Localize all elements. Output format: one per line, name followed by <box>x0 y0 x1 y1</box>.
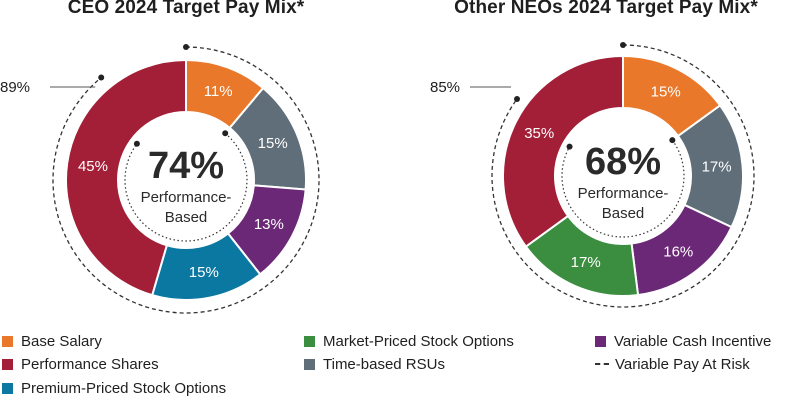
slice-value-label: 13% <box>254 216 284 233</box>
donut-slice <box>65 58 187 297</box>
center-percent: 68% <box>585 141 661 183</box>
legend-swatch <box>2 383 13 394</box>
slice-value-label: 17% <box>702 159 732 176</box>
inner-arc-end-dot <box>566 143 573 150</box>
legend-label: Market-Priced Stock Options <box>323 333 514 350</box>
arc-end-dot <box>98 74 105 81</box>
arc-start-dot <box>620 42 626 48</box>
performance-based-dotted-arc <box>561 139 685 238</box>
inner-arc-start-dot <box>669 137 676 144</box>
legend-swatch <box>304 336 315 347</box>
legend-label: Time-based RSUs <box>323 356 445 373</box>
legend-item-premium-priced-options: Premium-Priced Stock Options <box>2 380 226 397</box>
legend-item-time-based-rsus: Time-based RSUs <box>304 356 445 373</box>
legend-label: Variable Cash Incentive <box>614 333 772 350</box>
legend-swatch <box>2 336 13 347</box>
slice-value-label: 17% <box>571 254 601 271</box>
arc-end-dot <box>514 96 521 103</box>
performance-based-dotted-arc <box>124 132 248 242</box>
center-label-line1: Performance- <box>141 189 232 206</box>
legend-label: Performance Shares <box>21 356 159 373</box>
center-percent: 74% <box>148 145 224 187</box>
legend-swatch <box>595 336 606 347</box>
at-risk-dashed-arc <box>491 44 755 308</box>
at-risk-dashed-arc <box>52 46 320 314</box>
center-label-line1: Performance- <box>578 185 669 202</box>
slice-value-label: 16% <box>663 244 693 261</box>
inner-arc-end-dot <box>133 140 140 147</box>
legend-item-variable-pay-at-risk: Variable Pay At Risk <box>595 356 750 373</box>
slice-value-label: 15% <box>189 264 219 281</box>
slice-value-label: 45% <box>78 158 108 175</box>
center-label-line2: Based <box>602 205 645 222</box>
legend-label: Premium-Priced Stock Options <box>21 380 227 397</box>
legend-item-performance-shares: Performance Shares <box>2 356 159 373</box>
dashed-line-icon <box>595 362 609 367</box>
legend-swatch <box>2 359 13 370</box>
slice-value-label: 15% <box>258 135 288 152</box>
slice-value-label: 15% <box>651 84 681 101</box>
legend-item-market-priced-options: Market-Priced Stock Options <box>304 333 514 350</box>
ceo-chart-title: CEO 2024 Target Pay Mix* <box>67 0 305 18</box>
at-risk-percent-label: 89% <box>0 79 30 96</box>
legend-label: Variable Pay At Risk <box>615 356 750 373</box>
center-label-line2: Based <box>165 209 208 226</box>
inner-arc-start-dot <box>222 130 229 137</box>
at-risk-percent-label: 85% <box>430 79 460 96</box>
slice-value-label: 35% <box>524 125 554 142</box>
slice-value-label: 11% <box>204 83 233 100</box>
legend-swatch <box>304 359 315 370</box>
legend-item-variable-cash-incentive: Variable Cash Incentive <box>595 333 771 350</box>
legend-label: Base Salary <box>21 333 102 350</box>
legend-item-base-salary: Base Salary <box>2 333 102 350</box>
neo-chart-title: Other NEOs 2024 Target Pay Mix* <box>454 0 758 18</box>
donut-slice <box>502 54 624 248</box>
arc-start-dot <box>183 44 189 50</box>
